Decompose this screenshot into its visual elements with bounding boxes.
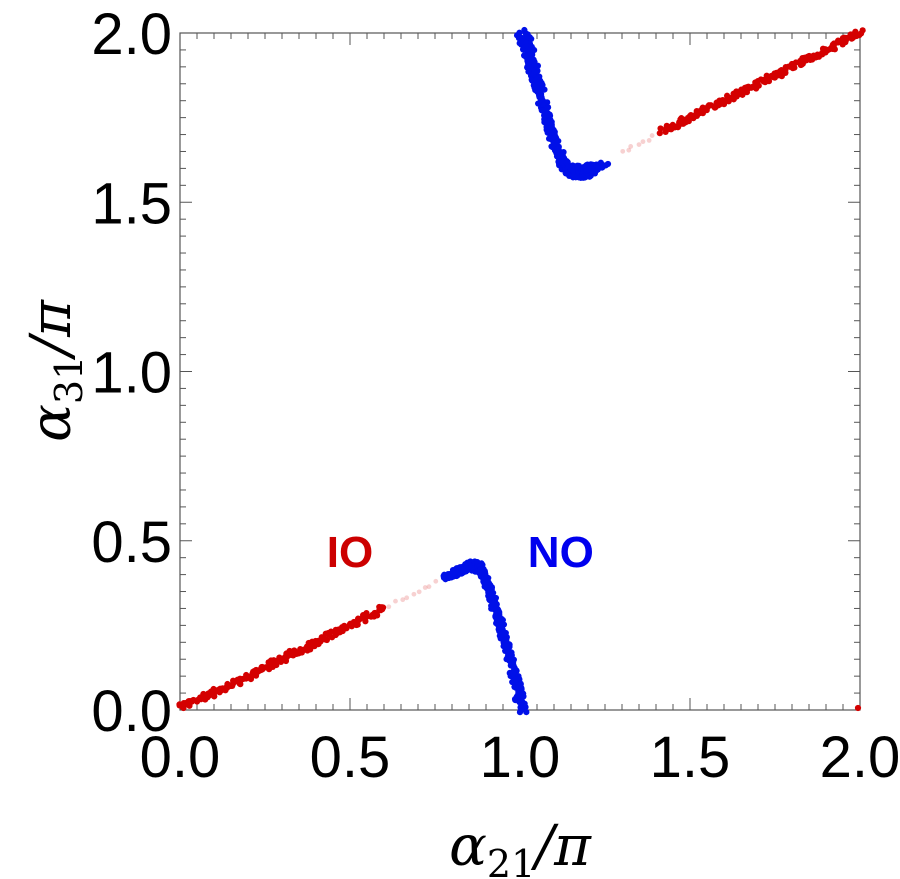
y-axis-label: α31/π: [19, 299, 91, 442]
io-point: [322, 636, 329, 643]
annotations: IO NO: [327, 528, 594, 577]
io-point: [760, 78, 767, 85]
y-tick-label: 0.0: [91, 679, 172, 744]
io-faint-point: [628, 144, 634, 149]
io-point: [200, 690, 207, 698]
io-point: [286, 647, 293, 655]
y-axis-suffix: /π: [19, 299, 84, 361]
io-faint-point: [411, 591, 417, 597]
x-tick-label: 0.0: [140, 725, 221, 790]
io-point: [849, 34, 857, 41]
io-faint-point: [393, 598, 398, 604]
io-point: [354, 615, 362, 622]
y-axis-symbol: α: [19, 404, 84, 442]
io-point: [859, 27, 866, 34]
io-faint-point: [426, 584, 432, 590]
x-axis-label: α21/π: [449, 814, 592, 879]
faint-points: [386, 127, 664, 610]
no-point: [512, 676, 519, 684]
plot-frame: [179, 32, 861, 711]
io-point: [363, 613, 370, 620]
io-point: [733, 88, 740, 95]
io-point: [327, 628, 335, 635]
no-point: [482, 578, 490, 586]
no-point: [498, 623, 505, 630]
no-point: [523, 708, 530, 716]
io-faint-point: [640, 139, 646, 145]
io-faint-point: [620, 148, 626, 154]
data-points: [176, 26, 866, 716]
annotation-no: NO: [528, 528, 594, 577]
y-tick-label: 2.0: [91, 2, 172, 67]
io-point: [657, 125, 664, 132]
no-point: [598, 164, 606, 171]
annotation-io: IO: [327, 528, 373, 577]
axis-ticks: [179, 32, 861, 711]
io-faint-point: [400, 597, 406, 603]
io-faint-point: [646, 138, 652, 143]
tick-labels: 0.00.0 0.5 0.5 1.0 1.0 1.5 1.5 2.0 2.0: [91, 2, 900, 790]
io-point: [719, 97, 726, 105]
io-faint-point: [416, 589, 422, 595]
no-point: [491, 600, 498, 607]
y-tick-label: 1.5: [91, 171, 172, 236]
io-point: [229, 680, 237, 687]
no-point: [510, 669, 517, 676]
x-axis-subscript: 21: [487, 842, 535, 879]
y-tick-label: 0.5: [91, 510, 172, 575]
no-point: [546, 127, 553, 134]
io-point: [674, 124, 682, 131]
no-point: [541, 86, 548, 93]
no-point: [515, 693, 523, 700]
io-faint-point: [649, 133, 655, 138]
x-tick-label: 2.0: [820, 725, 900, 790]
io-point: [656, 130, 663, 137]
y-tick-label: 1.0: [91, 341, 172, 406]
io-point: [353, 620, 360, 627]
x-tick-label: 0.5: [310, 725, 391, 790]
io-faint-point: [422, 585, 428, 590]
io-faint-point: [404, 595, 410, 601]
io-point: [379, 606, 386, 613]
io-faint-point: [433, 578, 439, 584]
io-point: [371, 609, 379, 617]
no-point: [517, 707, 524, 714]
no-point: [604, 160, 612, 168]
x-axis-suffix: /π: [530, 814, 592, 879]
io-point: [243, 671, 250, 679]
x-axis-symbol: α: [449, 814, 487, 879]
io-faint-point: [636, 142, 642, 148]
io-point: [204, 694, 211, 701]
y-axis-subscript: 31: [47, 356, 91, 404]
io-faint-point: [626, 147, 632, 153]
io-point: [259, 666, 266, 673]
no-point: [520, 693, 527, 700]
x-tick-label: 1.0: [480, 725, 561, 790]
io-point: [854, 704, 862, 712]
io-point: [822, 46, 829, 53]
x-tick-label: 1.5: [650, 725, 731, 790]
no-point: [502, 637, 509, 644]
no-point: [574, 162, 581, 169]
io-faint-point: [386, 604, 392, 610]
